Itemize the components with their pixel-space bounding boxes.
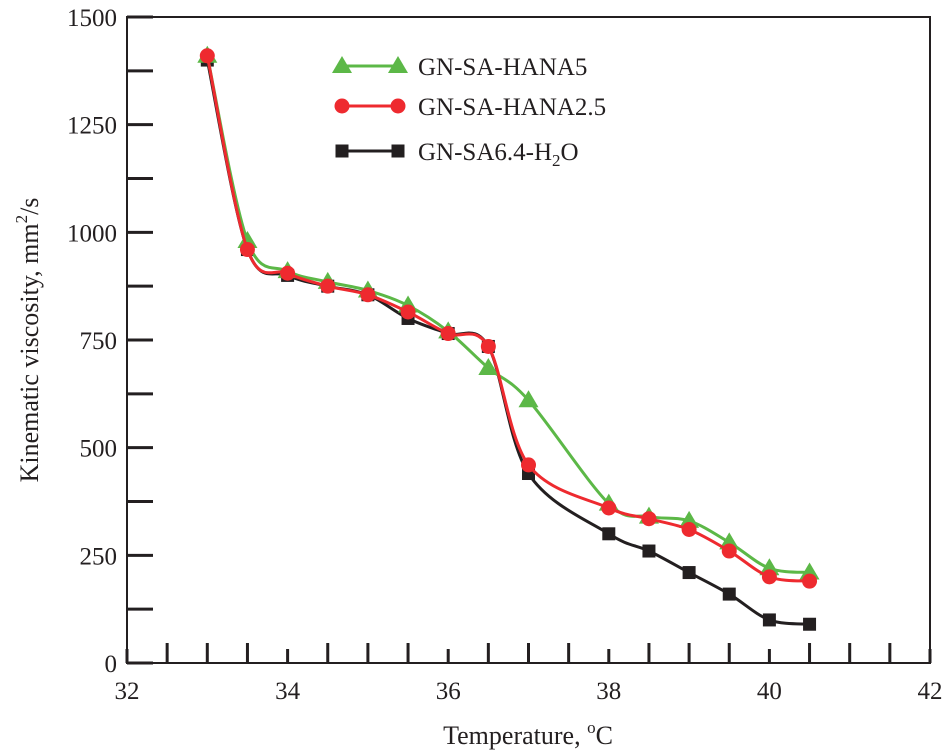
data-point (722, 587, 736, 601)
y-tick-label: 250 (80, 543, 118, 570)
y-axis-title: Kinematic viscosity, mm2/s (12, 198, 44, 483)
legend-entry: GN-SA6.4-H2O (335, 139, 579, 170)
x-tick-label: 34 (275, 678, 301, 705)
y-tick-label: 0 (105, 651, 118, 678)
y-tick-label: 500 (80, 436, 118, 463)
y-axis-unit: 2/s (12, 198, 44, 224)
series-triangle (197, 45, 820, 580)
data-point (360, 287, 376, 303)
y-tick-label: 1000 (67, 220, 117, 247)
data-point (679, 510, 700, 528)
x-tick-label: 42 (918, 678, 943, 705)
data-point (759, 558, 780, 576)
y-tick-label: 1250 (67, 113, 117, 140)
legend-label: GN-SA-HANA5 (418, 54, 587, 81)
series-line (205, 55, 810, 575)
x-tick-label: 36 (436, 678, 461, 705)
data-point (799, 562, 820, 580)
data-point (761, 569, 777, 585)
legend-label: GN-SA-HANA2.5 (418, 94, 606, 121)
data-point (681, 521, 697, 537)
data-point (440, 326, 456, 342)
data-point (518, 390, 539, 408)
legend-entry: GN-SA-HANA2.5 (334, 94, 606, 121)
data-point (601, 500, 617, 516)
data-point (280, 265, 296, 281)
legend-label: GN-SA6.4-H2O (418, 139, 579, 170)
data-point (521, 457, 536, 473)
data-point (642, 544, 656, 558)
x-axis-label: Temperature, (443, 721, 587, 750)
data-point (199, 48, 215, 64)
x-tick-label: 32 (115, 678, 140, 705)
axes: 32 34 36 38 40 42 0 250 500 750 1000 1250 1500 (67, 5, 943, 705)
data-point (239, 242, 255, 258)
y-tick-label: 1500 (67, 5, 117, 32)
legend-marker (391, 144, 405, 158)
series-layer (197, 45, 820, 631)
y-axis-label: Kinematic viscosity, mm (15, 223, 44, 482)
data-point (803, 617, 817, 631)
y-tick-label: 750 (80, 328, 118, 355)
data-point (602, 527, 616, 541)
x-axis-unit: oC (587, 718, 613, 750)
data-point (320, 278, 336, 294)
legend-entry: GN-SA-HANA5 (332, 54, 587, 81)
legend-marker (390, 98, 406, 114)
data-point (400, 304, 416, 320)
x-axis-title: Temperature, oC (443, 718, 613, 750)
legend-marker (388, 56, 408, 73)
data-point (802, 573, 818, 589)
legend: GN-SA-HANA5 GN-SA-HANA2.5 GN-SA6.4-H2O (332, 54, 606, 170)
legend-marker (335, 144, 349, 158)
y-axis-ticks: 0 250 500 750 1000 1250 1500 (67, 5, 153, 678)
x-tick-label: 40 (757, 678, 782, 705)
legend-marker (332, 56, 352, 73)
x-tick-label: 38 (596, 678, 621, 705)
data-point (762, 613, 776, 627)
data-point (237, 230, 258, 248)
series-circle (199, 48, 818, 589)
data-point (641, 511, 657, 527)
x-axis-ticks: 32 34 36 38 40 42 (115, 643, 943, 705)
data-point (478, 357, 499, 375)
legend-marker (334, 98, 350, 114)
series-line (205, 55, 810, 583)
data-point (480, 338, 496, 354)
data-point (682, 566, 696, 580)
data-point (719, 532, 740, 550)
data-point (721, 543, 737, 559)
